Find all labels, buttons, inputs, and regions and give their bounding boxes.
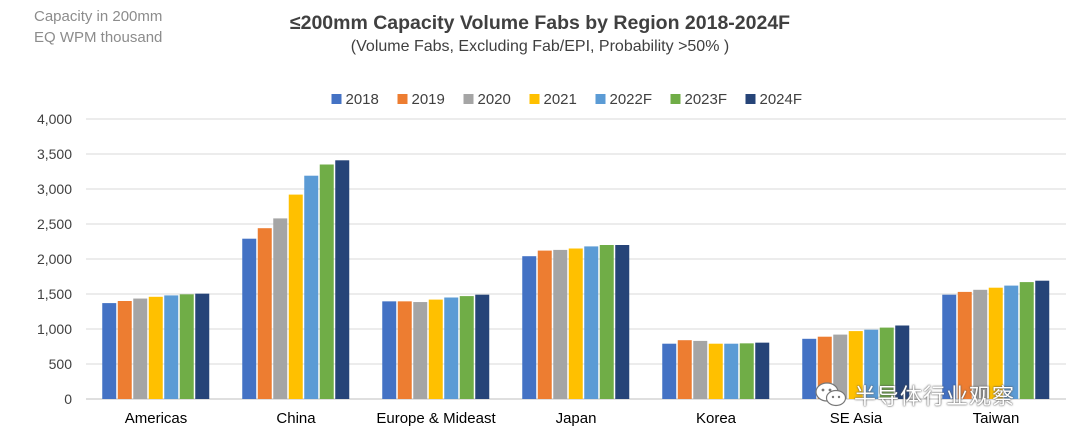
x-tick-label: Americas <box>125 410 188 427</box>
bar-se-asia-2024f <box>895 325 910 399</box>
bar-europe-mideast-2023f <box>459 296 474 399</box>
bar-taiwan-2021 <box>988 287 1003 399</box>
y-tick-label: 2,500 <box>37 216 72 232</box>
y-tick-label: 1,500 <box>37 286 72 302</box>
bar-china-2023f <box>319 164 334 399</box>
bar-europe-mideast-2024f <box>475 294 490 399</box>
bar-korea-2021 <box>708 343 723 399</box>
bar-se-asia-2021 <box>848 331 863 399</box>
y-tick-label: 3,000 <box>37 181 72 197</box>
bar-se-asia-2018 <box>802 338 817 399</box>
bar-japan-2022f <box>584 246 599 399</box>
watermark-text: 半导体行业观察 <box>854 385 1016 410</box>
y-axis-unit-line-1: Capacity in 200mm <box>34 8 163 25</box>
bar-korea-2023f <box>739 343 754 399</box>
bar-americas-2020 <box>133 298 148 399</box>
bar-korea-2018 <box>662 343 677 399</box>
bar-europe-mideast-2022f <box>444 297 459 399</box>
legend-label: 2022F <box>610 91 653 108</box>
y-axis-unit-label: Capacity in 200mm EQ WPM thousand <box>34 6 234 48</box>
legend-swatch <box>670 94 681 104</box>
bar-europe-mideast-2020 <box>413 302 428 399</box>
legend-label: 2020 <box>478 91 511 108</box>
legend-swatch <box>463 94 474 104</box>
wechat-icon <box>815 382 847 407</box>
bar-taiwan-2023f <box>1019 282 1034 399</box>
legend-swatch <box>745 94 756 104</box>
bar-japan-2023f <box>599 245 614 399</box>
bar-korea-2022f <box>724 343 739 399</box>
bar-japan-2018 <box>522 256 537 399</box>
bar-taiwan-2018 <box>942 294 957 399</box>
x-tick-label: Europe & Mideast <box>376 410 496 427</box>
chart-title: ≤200mm Capacity Volume Fabs by Region 20… <box>289 12 791 34</box>
bar-se-asia-2023f <box>879 327 894 399</box>
legend-swatch <box>397 94 408 104</box>
bar-europe-mideast-2018 <box>382 301 397 399</box>
y-tick-label: 500 <box>49 356 73 372</box>
legend-label: 2023F <box>685 91 728 108</box>
y-axis-unit-line-2: EQ WPM thousand <box>34 29 163 46</box>
legend-label: 2024F <box>760 91 803 108</box>
y-tick-label: 3,500 <box>37 146 72 162</box>
y-tick-label: 4,000 <box>37 111 72 127</box>
bar-china-2021 <box>288 194 303 399</box>
legend-label: 2018 <box>346 91 379 108</box>
bar-americas-2021 <box>148 296 163 399</box>
bar-europe-mideast-2021 <box>428 299 443 399</box>
bar-taiwan-2020 <box>973 289 988 399</box>
bar-china-2018 <box>242 238 257 399</box>
bar-japan-2021 <box>568 248 583 399</box>
bar-americas-2024f <box>195 293 210 399</box>
x-tick-label: Taiwan <box>973 410 1020 427</box>
bar-china-2024f <box>335 160 350 399</box>
bar-japan-2020 <box>553 249 568 399</box>
bar-china-2022f <box>304 175 319 399</box>
y-tick-label: 1,000 <box>37 321 72 337</box>
bar-japan-2019 <box>537 250 552 399</box>
bar-taiwan-2024f <box>1035 280 1050 399</box>
y-tick-label: 0 <box>64 391 72 407</box>
bar-europe-mideast-2019 <box>397 301 412 399</box>
bar-taiwan-2019 <box>957 291 972 399</box>
legend-swatch <box>529 94 540 104</box>
bar-japan-2024f <box>615 245 630 399</box>
bar-taiwan-2022f <box>1004 285 1019 399</box>
x-tick-label: Korea <box>696 410 737 427</box>
legend-label: 2019 <box>412 91 445 108</box>
bar-americas-2018 <box>102 303 117 399</box>
legend-swatch <box>595 94 606 104</box>
bar-korea-2020 <box>693 340 708 399</box>
chart-subtitle: (Volume Fabs, Excluding Fab/EPI, Probabi… <box>350 38 730 55</box>
bar-korea-2019 <box>677 340 692 399</box>
legend-swatch <box>331 94 342 104</box>
bar-korea-2024f <box>755 342 770 399</box>
bar-se-asia-2020 <box>833 334 848 399</box>
bar-americas-2022f <box>164 295 179 399</box>
bar-se-asia-2022f <box>864 329 879 399</box>
legend-label: 2021 <box>544 91 577 108</box>
y-tick-label: 2,000 <box>37 251 72 267</box>
x-tick-label: SE Asia <box>830 410 883 427</box>
x-tick-label: China <box>276 410 316 427</box>
watermark: 半导体行业观察 <box>814 379 1015 411</box>
bar-china-2019 <box>257 228 272 399</box>
x-tick-label: Japan <box>556 410 597 427</box>
bar-americas-2019 <box>117 301 132 399</box>
bar-china-2020 <box>273 218 288 399</box>
bar-americas-2023f <box>179 294 194 399</box>
